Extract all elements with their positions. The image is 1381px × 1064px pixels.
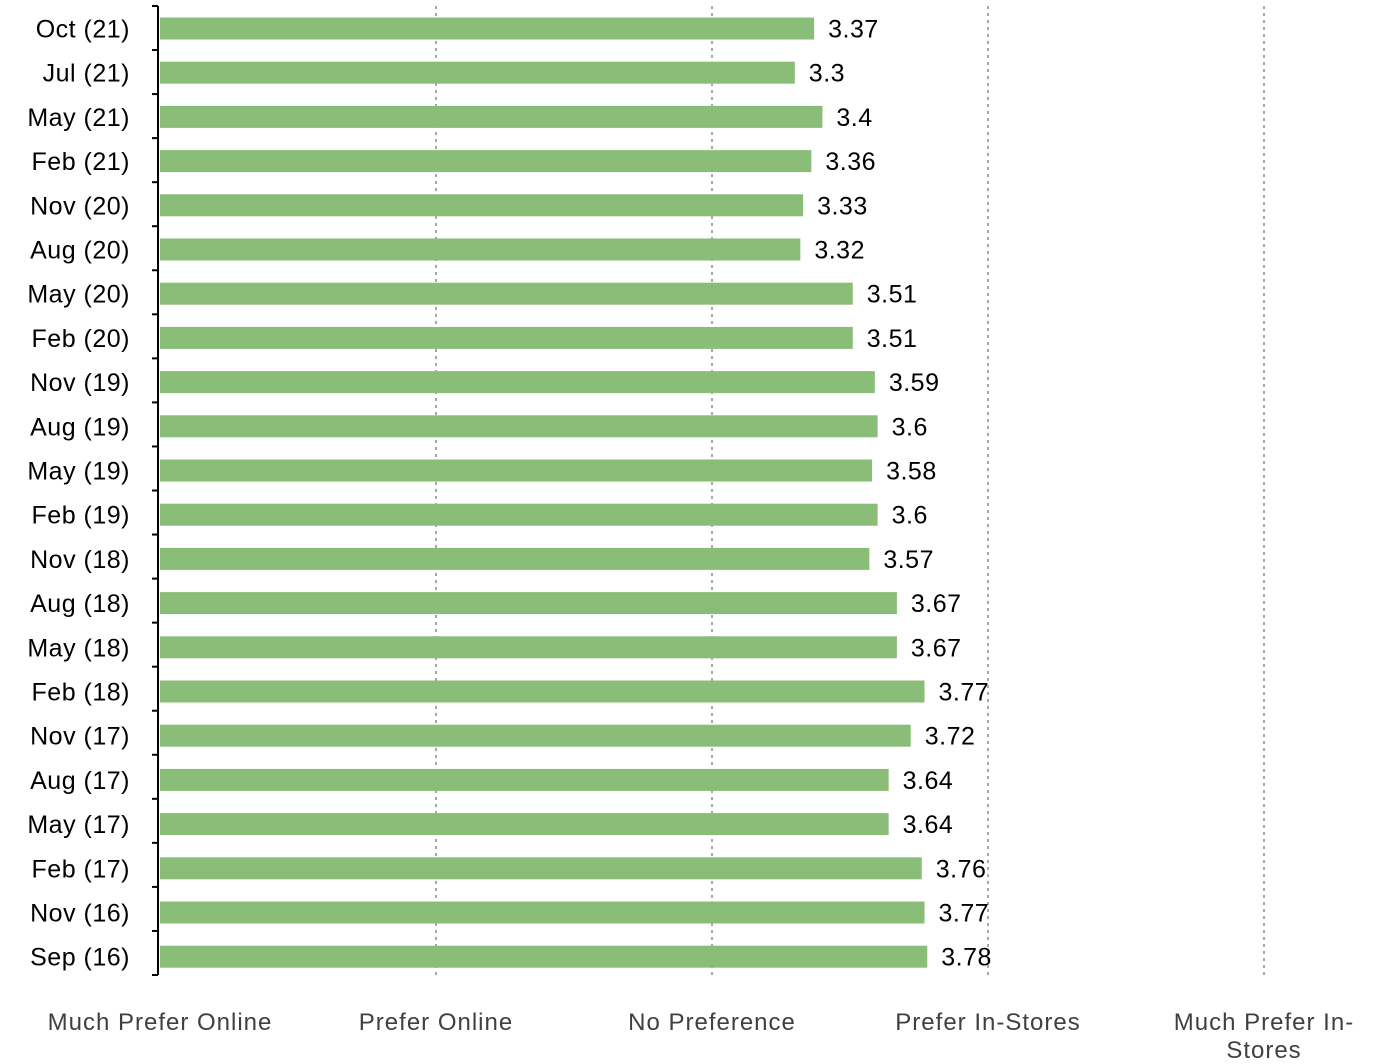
bar [160, 945, 928, 968]
category-label: Nov (18) [30, 546, 130, 574]
bars [160, 17, 928, 968]
bar [160, 901, 925, 924]
data-label: 3.78 [941, 944, 992, 972]
data-label: 3.76 [936, 855, 987, 883]
x-tick-label: No Preference [628, 1009, 796, 1036]
bar [160, 150, 812, 173]
category-label: Feb (20) [32, 325, 130, 353]
category-label: Aug (19) [30, 413, 130, 441]
category-label: Jul (21) [43, 60, 130, 88]
bar [160, 238, 801, 261]
y-axis [152, 5, 159, 976]
data-label: 3.77 [939, 679, 990, 707]
bar [160, 813, 889, 836]
bar [160, 547, 870, 570]
x-tick-label: Much Prefer In-Stores [1174, 1009, 1354, 1064]
bar [160, 17, 815, 40]
data-label: 3.6 [892, 413, 928, 441]
bar [160, 105, 823, 128]
data-label: 3.33 [817, 192, 868, 220]
bar [160, 680, 925, 703]
data-label: 3.36 [825, 148, 876, 176]
data-label: 3.77 [939, 900, 990, 928]
category-label: Nov (17) [30, 723, 130, 751]
bar [160, 371, 875, 394]
x-tick-label: Prefer Online [359, 1009, 513, 1036]
data-label: 3.57 [883, 546, 934, 574]
bar [160, 636, 897, 659]
data-label: 3.59 [889, 369, 940, 397]
data-label: 3.72 [925, 723, 976, 751]
bar [160, 768, 889, 791]
bar [160, 415, 878, 438]
bar [160, 194, 804, 217]
data-label: 3.6 [892, 502, 928, 530]
bar [160, 724, 911, 747]
data-label: 3.64 [903, 811, 954, 839]
category-label: May (21) [27, 104, 130, 132]
data-label: 3.32 [814, 237, 865, 265]
category-label: Feb (21) [32, 148, 130, 176]
data-label: 3.58 [886, 458, 937, 486]
bar [160, 503, 878, 526]
bar [160, 459, 873, 482]
category-label: May (19) [27, 458, 130, 486]
category-label: Aug (17) [30, 767, 130, 795]
category-label: Feb (18) [32, 679, 130, 707]
data-label: 3.67 [911, 634, 962, 662]
category-label: May (20) [27, 281, 130, 309]
x-tick-label: Much Prefer Online [48, 1009, 273, 1036]
category-label: May (18) [27, 634, 130, 662]
data-label: 3.3 [809, 60, 845, 88]
data-label: 3.51 [867, 281, 918, 309]
bar [160, 326, 853, 349]
data-label: 3.64 [903, 767, 954, 795]
data-label: 3.67 [911, 590, 962, 618]
category-label: Feb (19) [32, 502, 130, 530]
data-label: 3.37 [828, 16, 879, 44]
labels: Oct (21) 3.37 Jul (21) 3.3 May (21) 3.4 Feb (2… [27, 16, 1354, 1064]
category-label: Sep (16) [30, 944, 130, 972]
bar [160, 61, 795, 84]
category-label: Nov (16) [30, 900, 130, 928]
data-label: 3.4 [836, 104, 872, 132]
category-label: Nov (20) [30, 192, 130, 220]
data-label: 3.51 [867, 325, 918, 353]
category-label: Feb (17) [32, 855, 130, 883]
bar [160, 282, 853, 305]
category-label: May (17) [27, 811, 130, 839]
bar [160, 592, 897, 615]
category-label: Aug (20) [30, 237, 130, 265]
bar [160, 857, 922, 880]
category-label: Nov (19) [30, 369, 130, 397]
x-tick-label: Prefer In-Stores [895, 1009, 1080, 1036]
category-label: Aug (18) [30, 590, 130, 618]
category-label: Oct (21) [36, 16, 130, 44]
